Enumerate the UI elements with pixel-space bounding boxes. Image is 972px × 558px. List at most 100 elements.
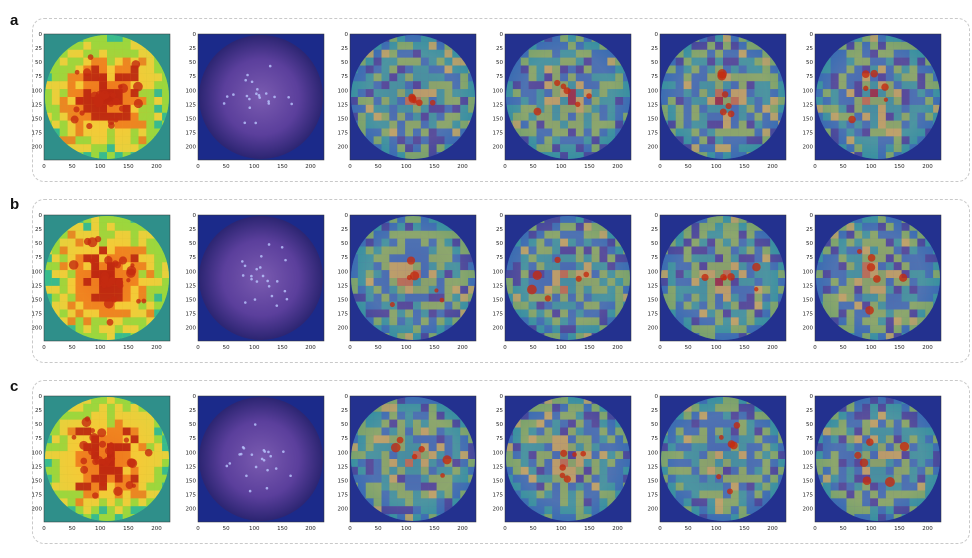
- heat-cell: [707, 230, 716, 239]
- heat-cell: [575, 41, 584, 50]
- heat-cell: [591, 128, 600, 137]
- heat-cell: [599, 293, 608, 302]
- heat-cell: [373, 97, 382, 105]
- heat-cell: [878, 435, 886, 444]
- heat-cell: [436, 112, 445, 121]
- heat-cell: [146, 435, 155, 444]
- heat-cell: [723, 97, 731, 105]
- heat-cell: [75, 443, 84, 452]
- heat-cell: [675, 230, 684, 239]
- heat-cell: [552, 270, 561, 278]
- heat-cell: [99, 397, 107, 404]
- heat-cell: [925, 285, 934, 294]
- heat-cell: [512, 466, 521, 475]
- y-tick-label: 125: [338, 464, 349, 470]
- heat-cell: [854, 57, 863, 66]
- heat-cell: [67, 278, 76, 286]
- heat-cell: [381, 97, 390, 105]
- heat-cell: [99, 216, 107, 223]
- heat-cell: [583, 293, 592, 302]
- heat-cell: [428, 144, 437, 153]
- y-tick-label: 100: [186, 450, 197, 456]
- heat-cell: [599, 498, 608, 507]
- heat-cell: [738, 490, 747, 499]
- heat-cell: [552, 65, 561, 74]
- heat-cell: [357, 451, 366, 459]
- heat-cell: [762, 498, 771, 507]
- hot-spot: [93, 96, 104, 107]
- hot-spot: [73, 106, 80, 113]
- heat-cell: [365, 97, 374, 105]
- heat-cell: [373, 466, 382, 475]
- heat-cell: [901, 490, 910, 499]
- heat-cell: [862, 144, 871, 153]
- heat-cell: [99, 411, 107, 420]
- heat-cell: [436, 301, 445, 310]
- heat-cell: [568, 246, 576, 255]
- heat-cell: [45, 459, 52, 467]
- heat-cell: [83, 459, 92, 467]
- heat-cell: [730, 459, 739, 467]
- heat-cell: [770, 435, 779, 444]
- heat-cell: [99, 482, 107, 491]
- heat-cell: [691, 73, 700, 82]
- heat-cell: [675, 498, 684, 507]
- heat-cell: [107, 81, 115, 90]
- heat-cell: [933, 262, 940, 271]
- heat-cell: [83, 482, 92, 491]
- heat-cell: [420, 466, 429, 475]
- heat-cell: [351, 262, 358, 271]
- panel-b-6: 0 25 50 75 100 125 150 175 200 0 50 100 150 200: [801, 211, 942, 377]
- heat-cell: [428, 293, 437, 302]
- heat-cell: [138, 104, 147, 113]
- y-tick-label: 75: [496, 436, 503, 442]
- hot-spot: [416, 99, 423, 107]
- heat-cell: [536, 301, 545, 310]
- y-tick-label: 125: [32, 464, 43, 470]
- lesion-spot: [248, 489, 252, 493]
- heat-cell: [699, 238, 708, 247]
- heat-cell: [138, 451, 147, 459]
- heat-cell: [762, 112, 771, 121]
- heat-cell: [730, 104, 739, 113]
- heat-cell: [854, 506, 863, 515]
- heat-cell: [45, 435, 52, 444]
- heat-cell: [675, 246, 684, 255]
- heat-cell: [436, 419, 445, 428]
- heat-cell: [846, 482, 855, 491]
- heat-cell: [528, 301, 537, 310]
- heat-cell: [552, 411, 561, 420]
- heat-cell: [917, 128, 926, 137]
- x-tick-label: 50: [223, 526, 230, 532]
- heat-cell: [762, 136, 771, 145]
- heat-cell: [575, 474, 584, 483]
- heat-cell: [893, 278, 902, 286]
- y-tick-label: 200: [338, 326, 349, 332]
- heat-cell: [389, 498, 398, 507]
- heat-cell: [878, 136, 886, 145]
- heat-cell: [754, 451, 763, 459]
- heat-cell: [114, 419, 123, 428]
- heat-cell: [715, 403, 723, 412]
- heat-cell: [568, 285, 576, 294]
- heat-cell: [122, 49, 131, 58]
- heat-cell: [420, 270, 429, 278]
- heat-cell: [754, 81, 763, 90]
- heat-cell: [599, 136, 608, 145]
- heat-cell: [373, 73, 382, 82]
- heat-cell: [146, 246, 155, 255]
- heat-cell: [405, 333, 413, 340]
- lesion-spot: [250, 277, 253, 281]
- heat-cell: [122, 419, 131, 428]
- y-tick-label: 25: [651, 46, 658, 52]
- x-tick-label: 200: [922, 164, 933, 170]
- lesion-spot: [267, 450, 270, 454]
- heat-cell: [444, 49, 453, 58]
- heat-cell: [599, 451, 608, 459]
- heat-cell: [917, 238, 926, 247]
- heat-cell: [436, 427, 445, 436]
- x-tick-label: 0: [42, 345, 46, 351]
- heat-cell: [623, 466, 630, 475]
- heat-cell: [107, 333, 115, 340]
